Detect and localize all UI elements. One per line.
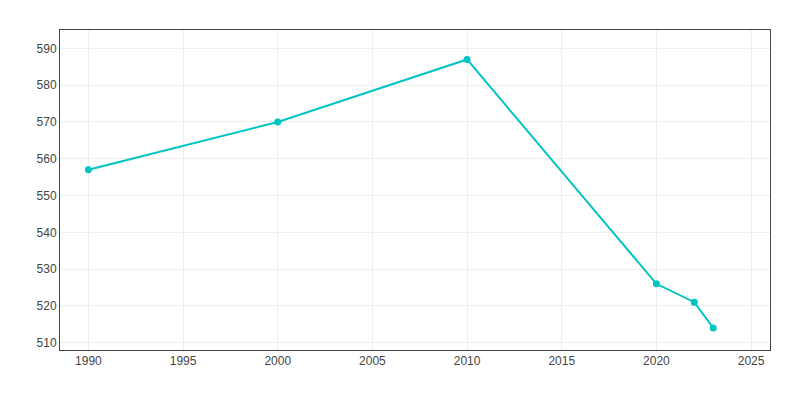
svg-text:2010: 2010 [454,354,481,368]
svg-text:2025: 2025 [738,354,765,368]
svg-text:2020: 2020 [643,354,670,368]
svg-text:530: 530 [37,262,57,276]
svg-text:540: 540 [37,226,57,240]
svg-text:1990: 1990 [75,354,102,368]
svg-text:580: 580 [37,78,57,92]
svg-text:560: 560 [37,152,57,166]
svg-text:1995: 1995 [170,354,197,368]
svg-text:550: 550 [37,189,57,203]
svg-text:2015: 2015 [548,354,575,368]
svg-text:510: 510 [37,336,57,350]
svg-text:570: 570 [37,115,57,129]
svg-text:2000: 2000 [264,354,291,368]
svg-text:520: 520 [37,299,57,313]
svg-text:2005: 2005 [359,354,386,368]
svg-text:590: 590 [37,42,57,56]
